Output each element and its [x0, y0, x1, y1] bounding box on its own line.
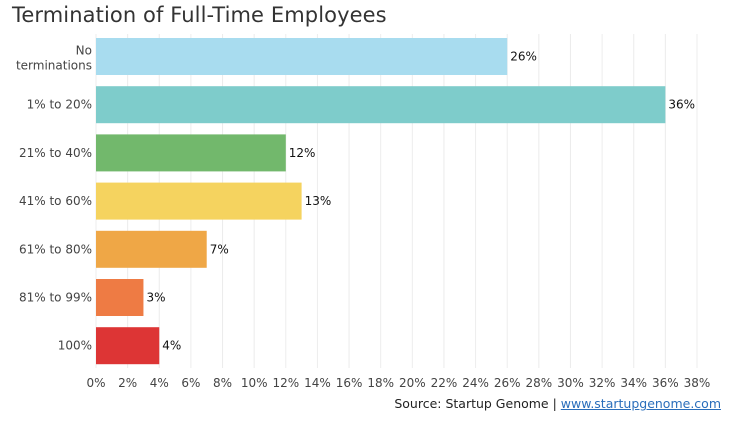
bar — [96, 86, 666, 124]
bar — [96, 279, 144, 316]
category-label: 100% — [58, 339, 92, 353]
category-label: 41% to 60% — [19, 194, 92, 208]
x-tick-label: 38% — [684, 376, 711, 390]
value-label: 3% — [146, 291, 165, 305]
x-tick-label: 12% — [272, 376, 299, 390]
x-tick-label: 28% — [526, 376, 553, 390]
x-tick-label: 20% — [399, 376, 426, 390]
source-text: Source: Startup Genome | — [394, 396, 561, 411]
x-tick-label: 22% — [431, 376, 458, 390]
category-label: No terminations — [16, 44, 92, 73]
x-tick-label: 6% — [181, 376, 200, 390]
x-tick-label: 36% — [652, 376, 679, 390]
value-label: 26% — [510, 50, 537, 64]
category-label: 21% to 40% — [19, 146, 92, 160]
value-label: 12% — [289, 146, 316, 160]
x-tick-label: 2% — [118, 376, 137, 390]
label-layer: No terminations 26% 1% to 20% 36% 21% to 40% 1… — [16, 44, 695, 353]
x-tick-label: 18% — [367, 376, 394, 390]
bar — [96, 38, 508, 75]
bar — [96, 134, 286, 172]
x-tick-label: 30% — [557, 376, 584, 390]
chart-title: Termination of Full-Time Employees — [12, 3, 387, 27]
source-link[interactable]: www.startupgenome.com — [560, 396, 721, 411]
category-label: 1% to 20% — [27, 98, 92, 112]
category-label: 61% to 80% — [19, 242, 92, 256]
x-tick-label: 14% — [304, 376, 331, 390]
category-label: 81% to 99% — [19, 291, 92, 305]
x-tick-label: 24% — [462, 376, 489, 390]
x-tick-label: 8% — [213, 376, 232, 390]
value-label: 7% — [210, 242, 229, 256]
value-label: 4% — [162, 339, 181, 353]
bar — [96, 182, 302, 220]
x-tick-label: 0% — [86, 376, 105, 390]
x-tick-label: 34% — [620, 376, 647, 390]
x-tick-label: 4% — [150, 376, 169, 390]
value-label: 13% — [305, 194, 332, 208]
bar — [96, 327, 160, 365]
value-label: 36% — [668, 98, 695, 112]
x-tick-label: 32% — [589, 376, 616, 390]
x-tick-label: 26% — [494, 376, 521, 390]
x-tick-label: 10% — [241, 376, 268, 390]
bar-layer — [96, 38, 666, 365]
bar — [96, 230, 207, 268]
x-tick-label: 16% — [336, 376, 363, 390]
x-axis-ticks: 0% 2% 4% 6% 8% 10% 12% 14% 16% 18% 20% 22% 24% 26% 28%… — [86, 376, 710, 390]
source-attribution: Source: Startup Genome | www.startupgeno… — [394, 396, 721, 411]
